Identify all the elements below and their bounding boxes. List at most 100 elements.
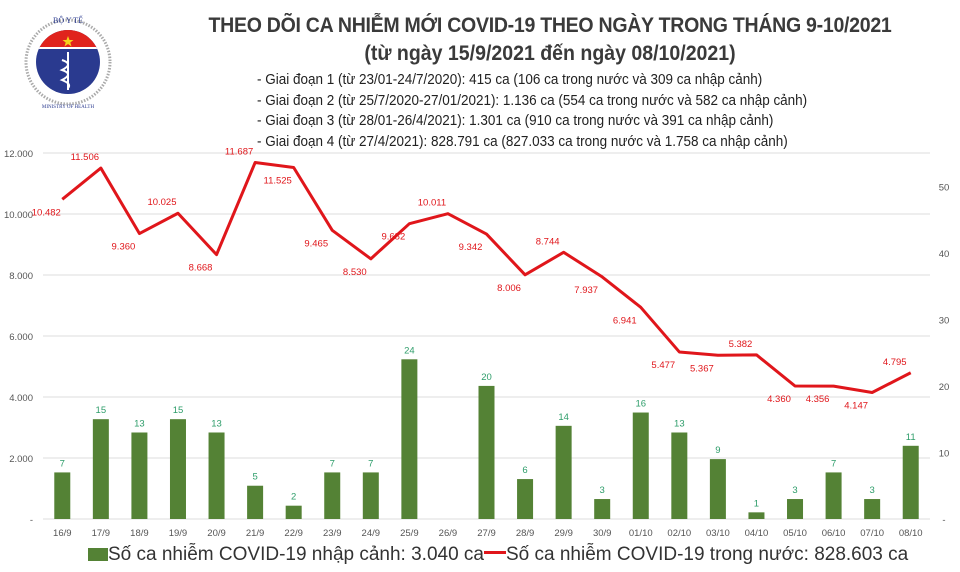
line-data-label: 9.682 — [381, 232, 405, 243]
x-axis-tick-label: 05/10 — [783, 528, 807, 539]
legend-bar: Số ca nhiễm COVID-19 nhập cảnh: 3.040 ca — [88, 544, 484, 566]
bar-data-label: 16 — [635, 399, 646, 410]
line-data-label: 7.937 — [574, 285, 598, 296]
line-data-label: 8.744 — [536, 236, 560, 247]
x-axis-tick-label: 16/9 — [53, 528, 72, 539]
line-data-label: 5.477 — [651, 360, 675, 371]
bar — [362, 472, 379, 519]
line-data-label: 4.147 — [844, 401, 868, 412]
right-axis-tick-label: 30 — [939, 315, 950, 326]
bar — [594, 499, 611, 519]
bar — [825, 472, 842, 519]
x-axis-tick-label: 19/9 — [169, 528, 188, 539]
x-axis-tick-label: 26/9 — [439, 528, 458, 539]
x-axis-tick-label: 30/9 — [593, 528, 612, 539]
bar-data-label: 6 — [522, 465, 527, 476]
x-axis-tick-label: 22/9 — [284, 528, 303, 539]
line-data-label: 9.342 — [459, 242, 483, 253]
left-axis-tick-label: 2.000 — [9, 454, 33, 465]
left-axis-tick-label: 4.000 — [9, 393, 33, 404]
legend-line: Số ca nhiễm COVID-19 trong nước: 828.603… — [484, 544, 908, 566]
line-series — [61, 161, 912, 395]
bar — [902, 445, 919, 519]
chart-title: THEO DÕI CA NHIỄM MỚI COVID-19 THEO NGÀY… — [208, 14, 892, 37]
bar-data-label: 13 — [674, 418, 685, 429]
bar-data-label: 3 — [870, 485, 875, 496]
line-data-label: 9.465 — [304, 238, 328, 249]
bar-data-label: 9 — [715, 445, 720, 456]
bar-data-label: 7 — [330, 458, 335, 469]
svg-text:BỘ Y TẾ: BỘ Y TẾ — [53, 15, 83, 25]
bar — [478, 385, 495, 519]
right-axis-tick-label: - — [942, 515, 945, 526]
bar — [748, 512, 765, 519]
line-data-label: 11.687 — [225, 147, 253, 158]
x-axis-tick-label: 28/9 — [516, 528, 535, 539]
bar-data-label: 11 — [906, 432, 916, 443]
line-data-label: 4.795 — [883, 357, 907, 368]
bar — [787, 499, 804, 519]
x-axis-tick-label: 18/9 — [130, 528, 149, 539]
x-axis-tick-label: 08/10 — [899, 528, 923, 539]
bar — [131, 432, 148, 519]
bar — [709, 459, 726, 519]
bar-data-label: 20 — [481, 372, 492, 383]
line-data-label: 5.367 — [690, 363, 714, 374]
bar-data-label: 5 — [252, 472, 257, 483]
line-data-label: 4.356 — [806, 394, 830, 405]
bar — [864, 499, 881, 519]
left-axis-tick-label: 10.000 — [4, 210, 33, 221]
left-axis-tick-label: 6.000 — [9, 332, 33, 343]
bar-data-label: 1 — [754, 498, 759, 509]
x-axis-tick-label: 07/10 — [860, 528, 884, 539]
line-data-label: 10.011 — [418, 198, 446, 209]
x-axis-tick-label: 29/9 — [554, 528, 573, 539]
legend-line-swatch — [484, 551, 506, 554]
left-axis-tick-label: 12.000 — [4, 149, 33, 160]
bar-data-label: 15 — [96, 405, 107, 416]
bar — [208, 432, 225, 519]
bar-data-label: 3 — [600, 485, 605, 496]
bar-data-label: 24 — [404, 345, 415, 356]
legend-line-label: Số ca nhiễm COVID-19 trong nước: 828.603… — [506, 544, 909, 565]
line-data-label: 11.525 — [263, 175, 291, 186]
x-axis-tick-label: 24/9 — [362, 528, 381, 539]
stage-4: - Giai đoạn 4 (từ 27/4/2021): 828.791 ca… — [257, 133, 788, 150]
x-axis-tick-label: 02/10 — [667, 528, 691, 539]
bar-data-label: 14 — [558, 412, 569, 423]
right-axis-tick-label: 10 — [939, 448, 950, 459]
chart-subtitle: (từ ngày 15/9/2021 đến ngày 08/10/2021) — [364, 42, 736, 65]
bar — [169, 419, 186, 519]
bar — [632, 412, 649, 519]
bar — [285, 505, 302, 519]
legend-bar-label: Số ca nhiễm COVID-19 nhập cảnh: 3.040 ca — [108, 544, 485, 565]
line-data-label: 8.006 — [497, 283, 521, 294]
stage-summary: - Giai đoạn 1 (từ 23/01-24/7/2020): 415 … — [257, 70, 807, 152]
stage-1: - Giai đoạn 1 (từ 23/01-24/7/2020): 415 … — [257, 72, 763, 88]
svg-text:MINISTRY OF HEALTH: MINISTRY OF HEALTH — [42, 105, 95, 110]
stage-2: - Giai đoạn 2 (từ 25/7/2020-27/01/2021):… — [257, 92, 808, 109]
x-axis-tick-label: 03/10 — [706, 528, 730, 539]
line-data-label: 9.360 — [112, 242, 136, 253]
line-data-label: 5.382 — [729, 339, 753, 350]
bar-data-label: 7 — [368, 458, 373, 469]
bar — [517, 479, 534, 519]
bar-data-label: 2 — [291, 492, 296, 503]
line-data-label: 10.482 — [32, 207, 61, 218]
bar — [401, 359, 418, 519]
bar — [247, 485, 264, 519]
line-data-label: 4.360 — [767, 394, 791, 405]
bar-data-label: 13 — [211, 418, 222, 429]
right-axis-tick-label: 50 — [939, 182, 950, 193]
bar-data-label: 13 — [134, 418, 145, 429]
x-axis-tick-label: 04/10 — [745, 528, 769, 539]
line-data-label: 6.941 — [613, 315, 637, 326]
line-data-label: 8.530 — [343, 267, 367, 278]
stage-3: - Giai đoạn 3 (từ 28/01-26/4/2021): 1.30… — [257, 113, 774, 129]
bar — [92, 419, 109, 519]
right-axis-tick-label: 20 — [939, 382, 950, 393]
bar-data-label: 7 — [831, 458, 836, 469]
ministry-of-health-logo: BỘ Y TẾ MINISTRY OF HEALTH — [24, 15, 112, 110]
x-axis-tick-label: 06/10 — [822, 528, 846, 539]
